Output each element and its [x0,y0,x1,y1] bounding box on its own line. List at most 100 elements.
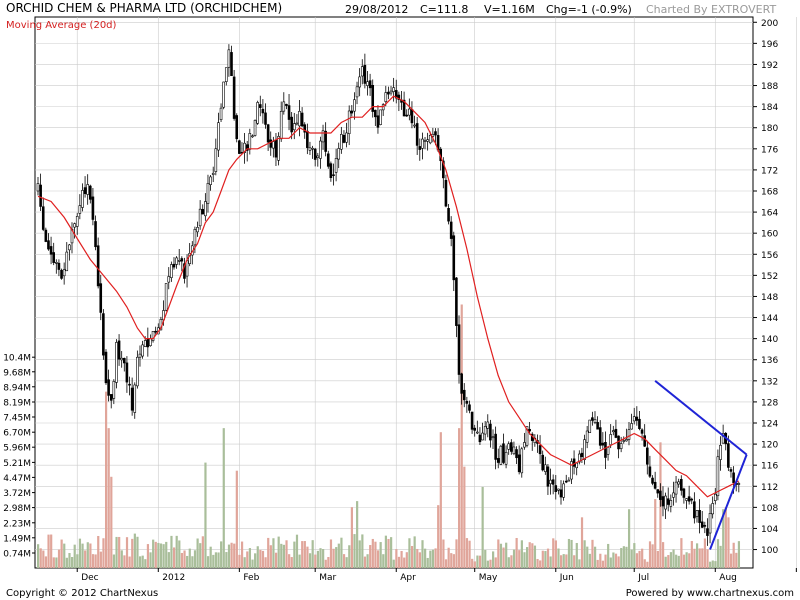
volume-bar [439,432,442,568]
candle-body [465,400,469,404]
volume-bar [573,555,576,568]
volume-bar [421,540,424,568]
volume-bar [277,536,280,568]
candle-body [698,510,701,523]
volume-bar [471,558,474,568]
powered-by-link[interactable]: Powered by www.chartnexus.com [625,588,794,599]
candle-body [630,423,633,430]
volume-bar [272,538,275,568]
candle-body [606,447,610,455]
volume-bar [627,509,631,568]
volume-bar [327,557,330,568]
candle-body [525,426,529,446]
price-tick-label: 104 [761,525,778,535]
volume-bar [455,539,458,568]
candle-body [217,122,220,151]
volume-bar [633,543,636,568]
candle-body [460,373,463,394]
candle-body [109,394,113,401]
volume-bar [361,534,364,568]
volume-bar [518,550,521,568]
candle-body [154,330,157,333]
candle-body [238,140,241,154]
volume-bar [293,541,296,568]
candle-body [434,131,437,136]
candle-body [224,67,228,82]
candle-body [544,464,547,472]
volume-bar [682,554,686,568]
trendlines [654,380,748,550]
candle-body [311,147,314,150]
volume-bar [546,548,550,568]
volume-bar [251,559,254,568]
candle-body [499,445,503,465]
volume-bar [669,552,673,568]
candle-body [146,338,150,348]
date-tick-label: Jun [559,573,574,583]
candle-body [292,123,296,131]
price-tick-label: 128 [761,398,778,408]
volume-tick-label: 8.94M [3,383,31,393]
candle-body [619,443,623,449]
volume-bar [201,536,204,568]
volume-bar [528,542,531,568]
copyright-text: Copyright © 2012 ChartNexus [6,588,159,599]
volume-bar [144,559,147,568]
volume-bar [225,552,228,568]
candle-body [421,138,424,149]
candle-body [151,331,155,341]
volume-bar [591,539,594,568]
volume-bar [499,543,503,568]
volume-bar [554,540,557,568]
price-tick-label: 192 [761,61,778,71]
price-tick-label: 196 [761,40,778,50]
candle-body [206,183,210,204]
volume-bar [254,553,257,568]
candle-body [272,141,275,149]
volume-bar [358,540,361,568]
volume-bar [526,547,529,568]
candle-body [209,176,212,185]
volume-bar [73,544,76,568]
candle-body [656,489,660,494]
candle-body [230,52,233,77]
volume-bar [86,542,89,568]
volume-bar [703,538,707,568]
date-tick-label: May [479,573,498,583]
price-tick-label: 184 [761,103,778,113]
candle-body [674,481,678,495]
candle-body [476,431,479,434]
volume-bar [57,549,61,568]
volume-bar [259,549,262,568]
volume-bar [76,554,79,568]
candle-body [143,340,147,347]
volume-bar [335,547,338,568]
volume-bar [175,535,178,568]
volume-bar [424,548,427,568]
candle-body [363,64,367,84]
candle-body [721,433,725,444]
candle-body [368,80,372,89]
volume-bar [567,538,571,568]
volume-bar [128,556,131,568]
volume-bar [235,470,238,568]
candle-body [575,462,578,469]
volume-bar [212,554,215,568]
candle-body [258,104,262,108]
volume-bar [206,556,210,568]
volume-bar [65,557,68,568]
price-tick-label: 180 [761,124,778,134]
candle-body [47,240,50,250]
candle-body [515,449,518,459]
volume-bar [340,537,343,568]
candle-body [664,495,667,510]
volume-bar [167,552,170,568]
candle-body [170,264,173,278]
candle-body [588,419,592,433]
candle-body [316,155,320,158]
candle-body [49,246,53,255]
candle-body [75,216,79,227]
candle-body [491,436,495,439]
candle-body [468,404,471,411]
candle-body [102,313,105,356]
